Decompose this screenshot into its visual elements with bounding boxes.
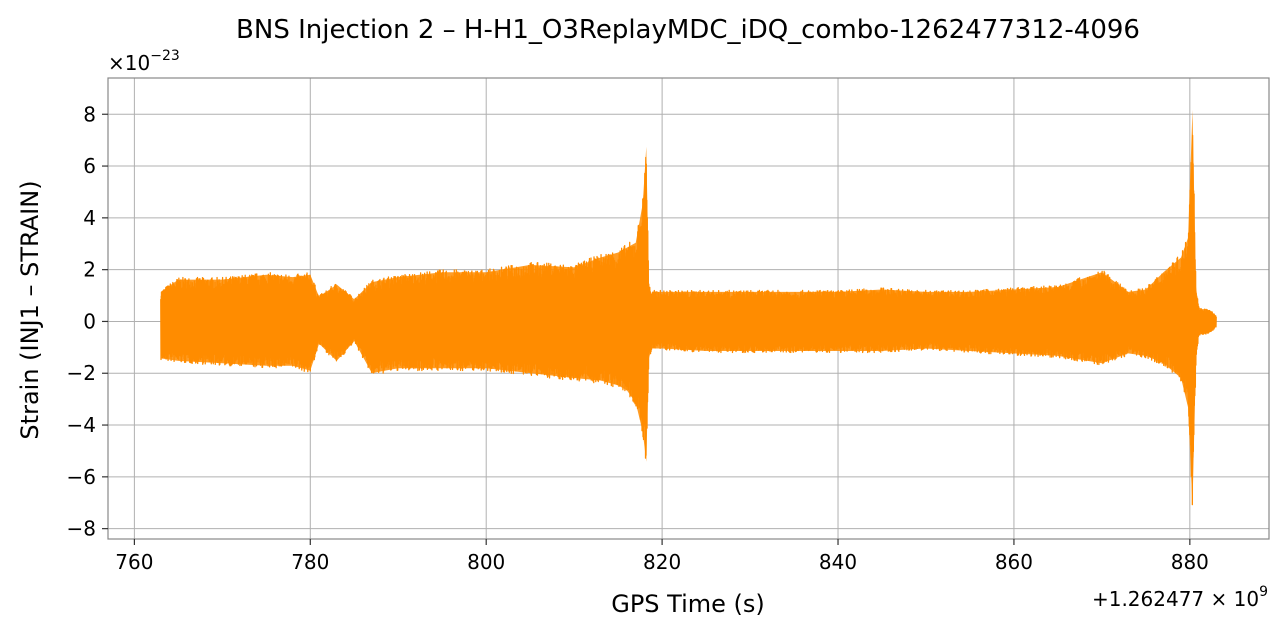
y-axis: −8 −6 −4 −2 0 2 4 6 8 xyxy=(67,102,108,541)
x-axis: 760 780 800 820 840 860 880 xyxy=(115,539,1209,574)
x-tick-label: 800 xyxy=(467,550,505,574)
svg-text:+1.262477 × 109: +1.262477 × 109 xyxy=(1092,584,1268,611)
plot-area-frame xyxy=(107,77,1270,540)
y-axis-label: Strain (INJ1 – STRAIN) xyxy=(16,180,44,439)
series-strain xyxy=(160,109,1217,506)
x-axis-label: GPS Time (s) xyxy=(611,590,765,618)
y-tick-label: −6 xyxy=(67,465,96,489)
y-tick-label: 2 xyxy=(83,258,96,282)
x-tick-label: 880 xyxy=(1171,550,1209,574)
y-tick-label: 6 xyxy=(83,154,96,178)
x-tick-label: 860 xyxy=(995,550,1033,574)
y-tick-label: 4 xyxy=(83,206,96,230)
x-tick-label: 840 xyxy=(819,550,857,574)
y-tick-label: −4 xyxy=(67,413,96,437)
svg-text:×10−23: ×10−23 xyxy=(108,48,180,75)
y-multiplier-label: ×10−23 xyxy=(108,48,180,75)
x-tick-label: 780 xyxy=(291,550,329,574)
series-envelope xyxy=(160,109,1217,506)
chart-title: BNS Injection 2 – H-H1_O3ReplayMDC_iDQ_c… xyxy=(236,15,1140,45)
y-tick-label: 0 xyxy=(83,309,96,333)
x-tick-label: 820 xyxy=(643,550,681,574)
y-tick-label: 8 xyxy=(83,102,96,126)
x-tick-label: 760 xyxy=(115,550,153,574)
x-offset-label: +1.262477 × 109 xyxy=(1092,584,1268,611)
y-tick-label: −2 xyxy=(67,361,96,385)
y-tick-label: −8 xyxy=(67,517,96,541)
